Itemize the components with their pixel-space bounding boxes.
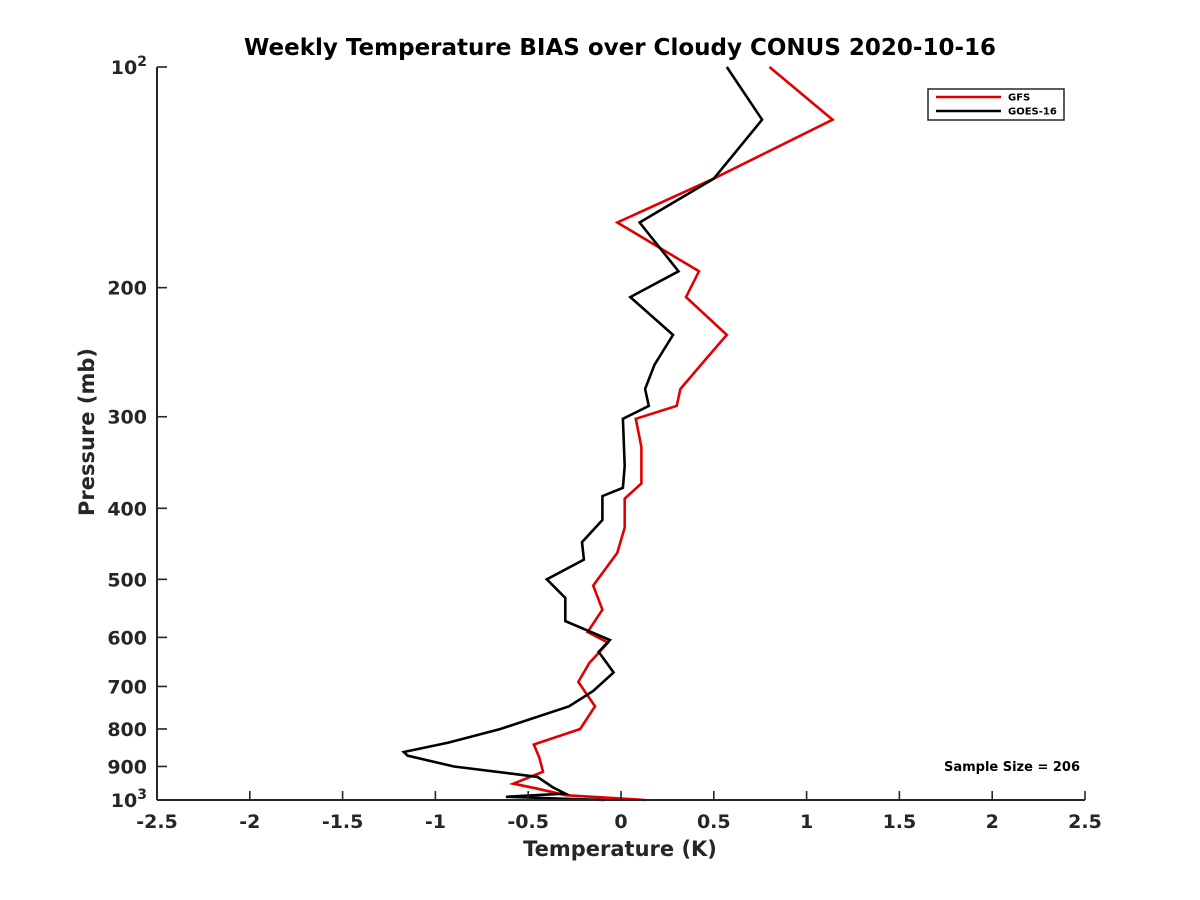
x-tick-label: 0 xyxy=(614,811,627,833)
legend-label-gfs: GFS xyxy=(1008,93,1030,104)
y-tick-label: 300 xyxy=(107,407,147,429)
y-axis-label: Pressure (mb) xyxy=(75,348,99,516)
series-layer xyxy=(401,66,835,802)
x-axis-ticks: -2.5 -2 -1.5 -1 -0.5 0 0.5 1 1.5 2 2.5 xyxy=(136,791,1102,833)
y-tick-label-exponent: 2 xyxy=(137,54,147,70)
y-tick-label: 500 xyxy=(107,569,147,591)
plot-area: -2.5 -2 -1.5 -1 -0.5 0 0.5 1 1.5 2 2.5 10220030040… xyxy=(107,54,1102,833)
x-tick-label: 2 xyxy=(986,811,999,833)
series-line-goes-16 xyxy=(401,66,764,802)
legend: GFS GOES-16 xyxy=(927,88,1065,121)
x-tick-label: 1 xyxy=(800,811,813,833)
x-tick-label: -1 xyxy=(425,811,446,833)
y-tick-label: 400 xyxy=(107,498,147,520)
legend-box xyxy=(927,88,1065,121)
legend-entries: GFS GOES-16 xyxy=(936,93,1057,118)
y-tick-label: 102 xyxy=(111,54,147,79)
x-tick-label: -1.5 xyxy=(322,811,364,833)
x-tick-label: -2 xyxy=(239,811,260,833)
series-line-gfs xyxy=(508,66,835,802)
y-tick-label: 103 xyxy=(111,787,147,812)
y-tick-label-base: 10 xyxy=(111,790,137,812)
x-tick-label: 1.5 xyxy=(883,811,917,833)
y-tick-label-base: 10 xyxy=(111,57,137,79)
sample-size-annotation: Sample Size = 206 xyxy=(944,760,1080,775)
y-tick-label: 800 xyxy=(107,719,147,741)
y-tick-label: 600 xyxy=(107,627,147,649)
y-tick-label: 700 xyxy=(107,676,147,698)
legend-label-goes-16: GOES-16 xyxy=(1008,107,1057,118)
x-tick-label: 2.5 xyxy=(1068,811,1102,833)
x-tick-label: 0.5 xyxy=(697,811,731,833)
y-tick-label-exponent: 3 xyxy=(137,787,147,803)
x-tick-label: -0.5 xyxy=(507,811,549,833)
x-axis-label: Temperature (K) xyxy=(523,837,717,861)
y-tick-label: 200 xyxy=(107,278,147,300)
chart-title: Weekly Temperature BIAS over Cloudy CONU… xyxy=(244,35,996,61)
y-tick-label: 900 xyxy=(107,756,147,778)
x-tick-label: -2.5 xyxy=(136,811,178,833)
